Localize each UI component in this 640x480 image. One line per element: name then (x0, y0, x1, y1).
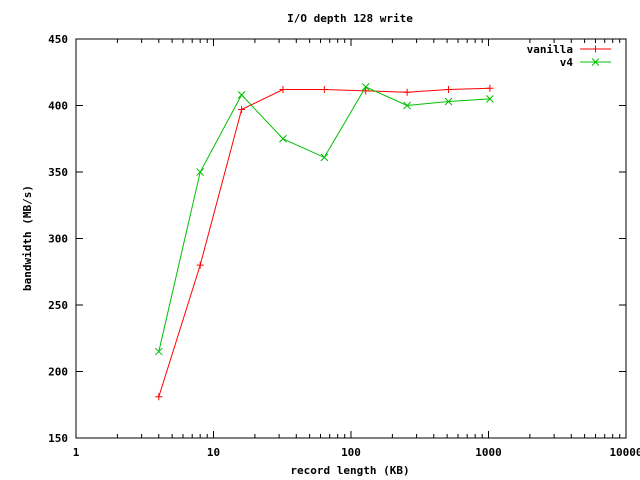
data-point-v4 (361, 83, 370, 91)
y-tick-label: 450 (48, 33, 68, 46)
plot-frame (75, 38, 627, 439)
y-tick-label: 300 (48, 233, 68, 246)
series-line-v4 (158, 86, 490, 352)
data-point-vanilla (279, 86, 287, 94)
data-point-vanilla (238, 105, 246, 113)
data-point-vanilla (155, 393, 163, 401)
data-point-v4 (196, 168, 205, 176)
legend-label-vanilla: vanilla (527, 43, 573, 56)
x-tick-label: 1 (73, 446, 80, 459)
y-tick-label: 200 (48, 366, 68, 379)
legend-label-v4: v4 (560, 56, 574, 69)
data-point-vanilla (486, 84, 494, 92)
x-tick-label: 1000 (475, 446, 502, 459)
data-point-v4 (279, 134, 287, 143)
data-point-v4 (154, 347, 163, 356)
x-tick-label: 10000 (609, 446, 640, 459)
x-tick-label: 100 (341, 446, 361, 459)
legend-marker-v4 (591, 58, 600, 66)
y-tick-label: 350 (48, 166, 68, 179)
y-tick-label: 150 (48, 432, 68, 445)
series-line-vanilla (158, 87, 490, 397)
data-point-v4 (444, 97, 453, 106)
y-tick-label: 400 (48, 100, 68, 113)
data-point-v4 (237, 91, 246, 99)
data-point-vanilla (403, 88, 411, 96)
chart-title: I/O depth 128 write (287, 12, 413, 25)
legend-marker-vanilla (592, 45, 599, 53)
y-axis-label: bandwidth (MB/s) (21, 185, 34, 291)
data-point-v4 (486, 94, 494, 103)
x-axis-label: record length (KB) (290, 464, 409, 477)
data-point-v4 (320, 153, 329, 162)
data-point-vanilla (196, 261, 204, 269)
y-tick-label: 250 (48, 299, 68, 312)
data-point-v4 (403, 101, 411, 110)
x-tick-label: 10 (207, 446, 220, 459)
data-point-vanilla (320, 86, 328, 94)
data-point-vanilla (445, 86, 453, 94)
